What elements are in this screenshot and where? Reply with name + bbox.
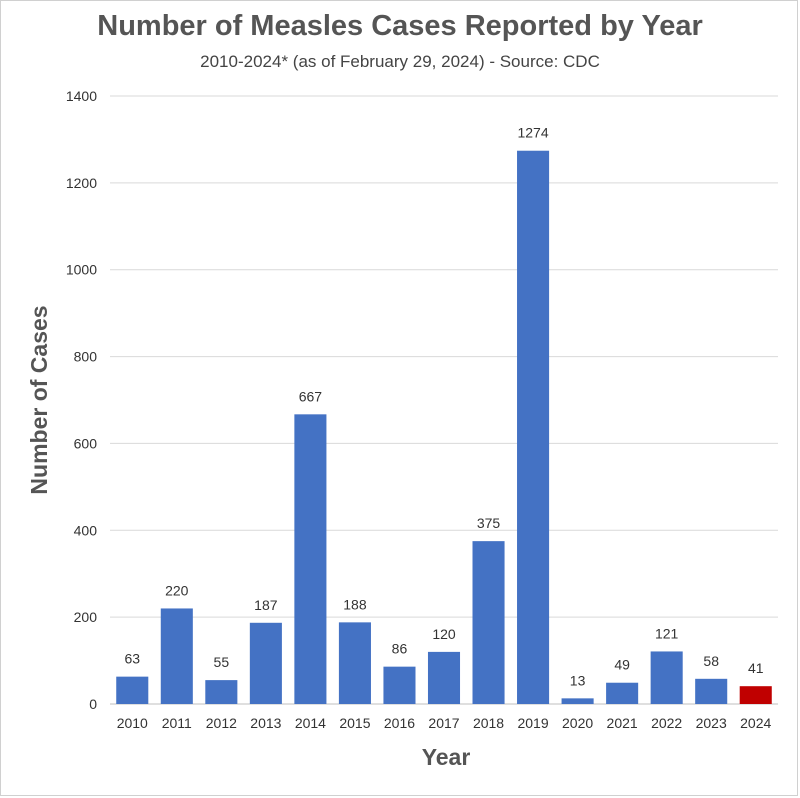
y-tick-label: 600 — [74, 435, 98, 451]
bar — [160, 608, 193, 704]
y-axis-label: Number of Cases — [26, 305, 52, 494]
x-tick-label: 2010 — [117, 715, 148, 731]
bar — [249, 622, 282, 704]
bar — [606, 682, 639, 704]
data-label: 188 — [343, 596, 367, 612]
data-label: 86 — [392, 641, 408, 657]
data-label: 13 — [570, 672, 586, 688]
data-label: 58 — [703, 653, 719, 669]
x-tick-label: 2023 — [696, 715, 727, 731]
x-tick-label: 2024 — [740, 715, 771, 731]
bar — [294, 414, 327, 704]
data-label: 55 — [214, 654, 230, 670]
data-label: 187 — [254, 597, 278, 613]
bar — [383, 666, 416, 704]
data-label: 63 — [124, 651, 140, 667]
y-tick-label: 200 — [74, 609, 98, 625]
bar — [561, 698, 594, 704]
y-tick-label: 1200 — [66, 175, 97, 191]
bar — [650, 651, 683, 704]
data-label: 121 — [655, 625, 679, 641]
x-tick-label: 2020 — [562, 715, 593, 731]
chart-subtitle: 2010-2024* (as of February 29, 2024) - S… — [200, 52, 600, 71]
data-label: 120 — [432, 626, 456, 642]
x-axis-label: Year — [422, 744, 471, 770]
y-tick-label: 400 — [74, 522, 98, 538]
y-tick-label: 0 — [89, 696, 97, 712]
bar — [205, 680, 238, 704]
bar — [338, 622, 371, 704]
data-label: 220 — [165, 582, 189, 598]
chart-title: Number of Measles Cases Reported by Year — [97, 10, 703, 42]
bar — [695, 678, 728, 704]
data-label: 375 — [477, 515, 501, 531]
y-tick-label: 800 — [74, 349, 98, 365]
y-tick-label: 1000 — [66, 262, 97, 278]
bar — [472, 541, 505, 704]
x-axis-ticks: 2010 2011 2012 2013 2014 2015 2016 2017 2018 2019… — [117, 715, 772, 731]
x-tick-label: 2013 — [250, 715, 281, 731]
bar — [739, 686, 772, 704]
x-tick-label: 2018 — [473, 715, 504, 731]
data-label: 667 — [299, 388, 323, 404]
bar — [116, 676, 149, 704]
y-tick-label: 1400 — [66, 88, 97, 104]
x-tick-label: 2011 — [162, 715, 192, 731]
x-tick-label: 2021 — [607, 715, 638, 731]
x-tick-label: 2015 — [339, 715, 370, 731]
bar — [427, 651, 461, 704]
data-label: 49 — [614, 657, 630, 673]
x-tick-label: 2012 — [206, 715, 237, 731]
x-tick-label: 2019 — [517, 715, 548, 731]
data-label: 1274 — [517, 125, 548, 141]
y-axis-ticks: 0 200 400 600 800 1000 1200 1400 — [66, 88, 97, 712]
data-label: 41 — [748, 660, 764, 676]
grid-lines — [110, 95, 778, 705]
bar — [517, 150, 550, 705]
x-tick-label: 2014 — [295, 715, 326, 731]
x-tick-label: 2016 — [384, 715, 415, 731]
data-labels: 63 220 55 187 667 188 86 120 375 1274 13 49 121 58 41 — [124, 125, 763, 689]
bars — [116, 150, 772, 705]
x-tick-label: 2017 — [428, 715, 459, 731]
x-tick-label: 2022 — [651, 715, 682, 731]
